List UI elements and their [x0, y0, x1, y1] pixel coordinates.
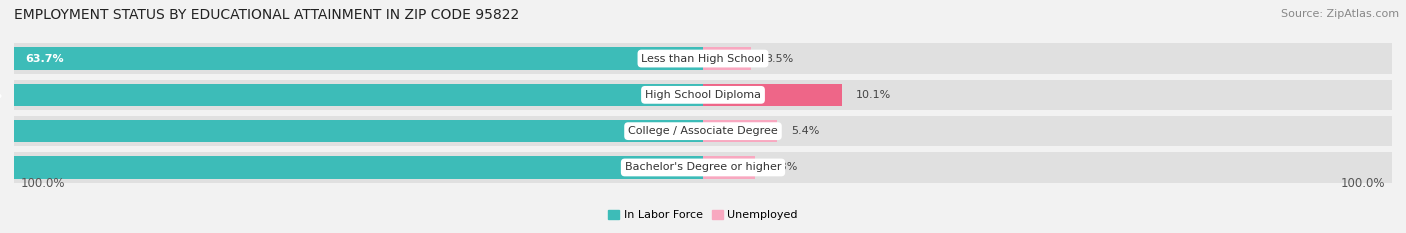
Text: 3.8%: 3.8%	[769, 162, 797, 172]
Legend: In Labor Force, Unemployed: In Labor Force, Unemployed	[603, 205, 803, 225]
Text: Less than High School: Less than High School	[641, 54, 765, 64]
Bar	[0, 120, 703, 142]
Bar	[14, 152, 1392, 183]
Text: 10.1%: 10.1%	[856, 90, 891, 100]
Text: 69.7%: 69.7%	[0, 90, 3, 100]
Text: Bachelor's Degree or higher: Bachelor's Degree or higher	[624, 162, 782, 172]
Text: College / Associate Degree: College / Associate Degree	[628, 126, 778, 136]
Bar	[703, 120, 778, 142]
Bar	[0, 156, 703, 179]
Bar	[703, 156, 755, 179]
Text: 63.7%: 63.7%	[25, 54, 65, 64]
Bar	[0, 47, 703, 70]
Text: 5.4%: 5.4%	[792, 126, 820, 136]
Text: Source: ZipAtlas.com: Source: ZipAtlas.com	[1281, 9, 1399, 19]
Bar	[14, 116, 1392, 146]
Bar	[703, 84, 842, 106]
Bar	[14, 80, 1392, 110]
Text: 100.0%: 100.0%	[21, 177, 66, 190]
Text: 3.5%: 3.5%	[765, 54, 793, 64]
Text: 100.0%: 100.0%	[1340, 177, 1385, 190]
Text: EMPLOYMENT STATUS BY EDUCATIONAL ATTAINMENT IN ZIP CODE 95822: EMPLOYMENT STATUS BY EDUCATIONAL ATTAINM…	[14, 8, 519, 22]
Bar	[14, 43, 1392, 74]
Text: High School Diploma: High School Diploma	[645, 90, 761, 100]
Bar	[0, 84, 703, 106]
Bar	[703, 47, 751, 70]
